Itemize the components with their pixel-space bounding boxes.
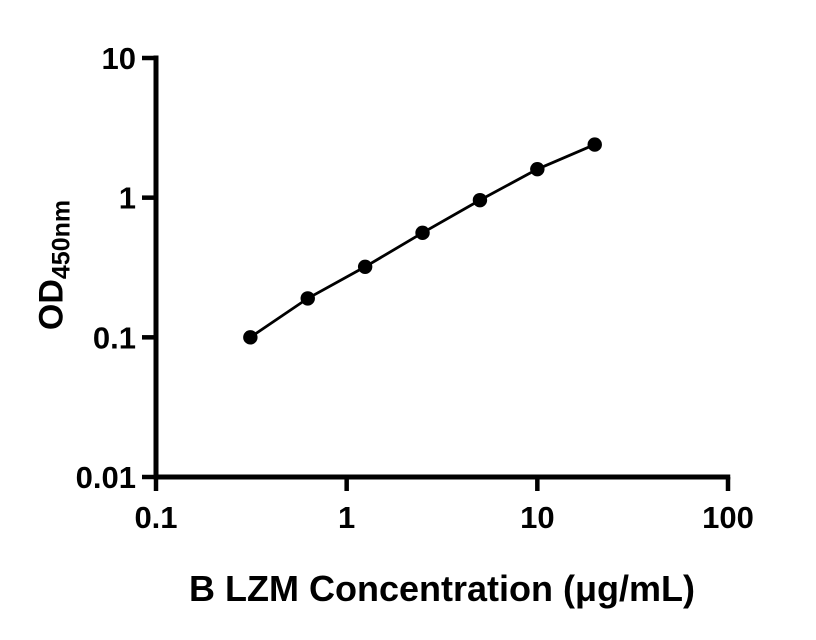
data-point <box>415 225 430 241</box>
x-tick-label: 100 <box>702 500 754 535</box>
y-axis-title: OD450nm <box>32 200 76 331</box>
x-axis-title: B LZM Concentration (μg/mL) <box>189 568 695 609</box>
y-axis-title-main: OD <box>32 279 71 331</box>
data-point <box>472 192 488 208</box>
y-tick-label: 0.1 <box>93 320 136 355</box>
x-tick-label: 0.1 <box>134 500 177 535</box>
x-tick-label: 10 <box>520 500 554 535</box>
y-tick-label: 0.01 <box>76 460 136 495</box>
y-tick-label: 1 <box>119 181 136 216</box>
x-tick-label: 1 <box>338 500 355 535</box>
y-tick-label: 10 <box>102 41 136 76</box>
data-point <box>587 137 602 152</box>
data-point <box>300 291 315 306</box>
data-point <box>530 161 545 177</box>
y-axis-title-subscript: 450nm <box>47 199 76 280</box>
data-point <box>243 330 258 345</box>
data-point <box>357 259 373 274</box>
